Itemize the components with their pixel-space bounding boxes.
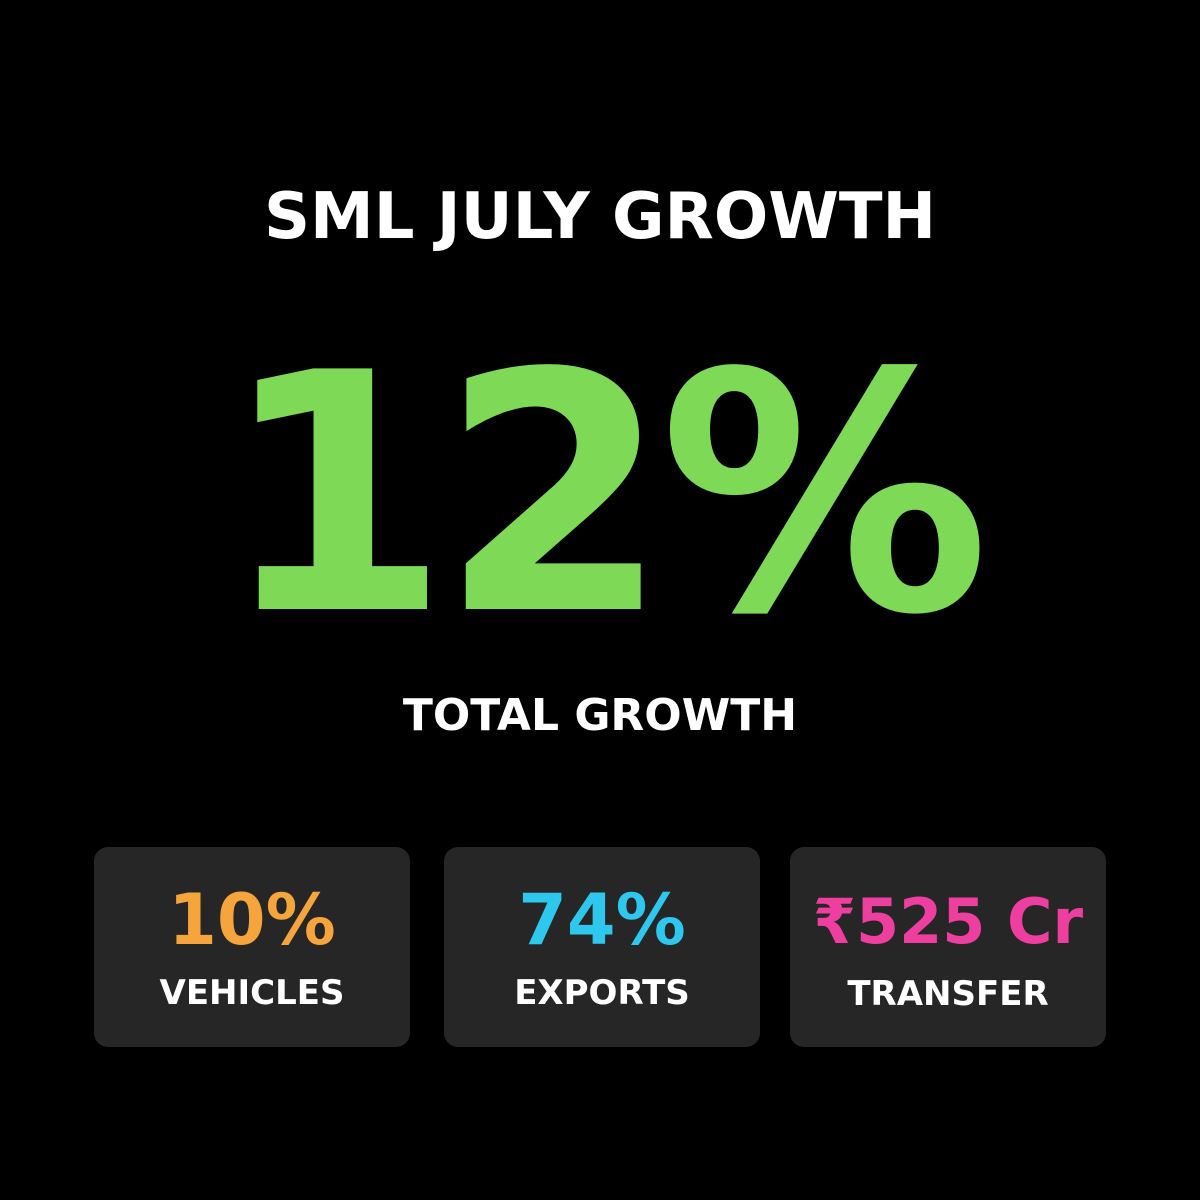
- stat-card: ₹525 Cr TRANSFER: [790, 847, 1106, 1047]
- stat-label: EXPORTS: [514, 973, 690, 1013]
- hero-label: TOTAL GROWTH: [402, 690, 798, 741]
- hero-value: 12%: [220, 303, 990, 687]
- stat-card: 74% EXPORTS: [444, 847, 760, 1047]
- title: SML JULY GROWTH: [263, 180, 937, 254]
- stat-value: 74%: [518, 879, 686, 961]
- stat-card: 10% VEHICLES: [94, 847, 410, 1047]
- stat-value: 10%: [168, 879, 336, 961]
- stat-label: TRANSFER: [847, 974, 1049, 1014]
- stat-value: ₹525 Cr: [812, 885, 1084, 958]
- stat-label: VEHICLES: [159, 973, 345, 1013]
